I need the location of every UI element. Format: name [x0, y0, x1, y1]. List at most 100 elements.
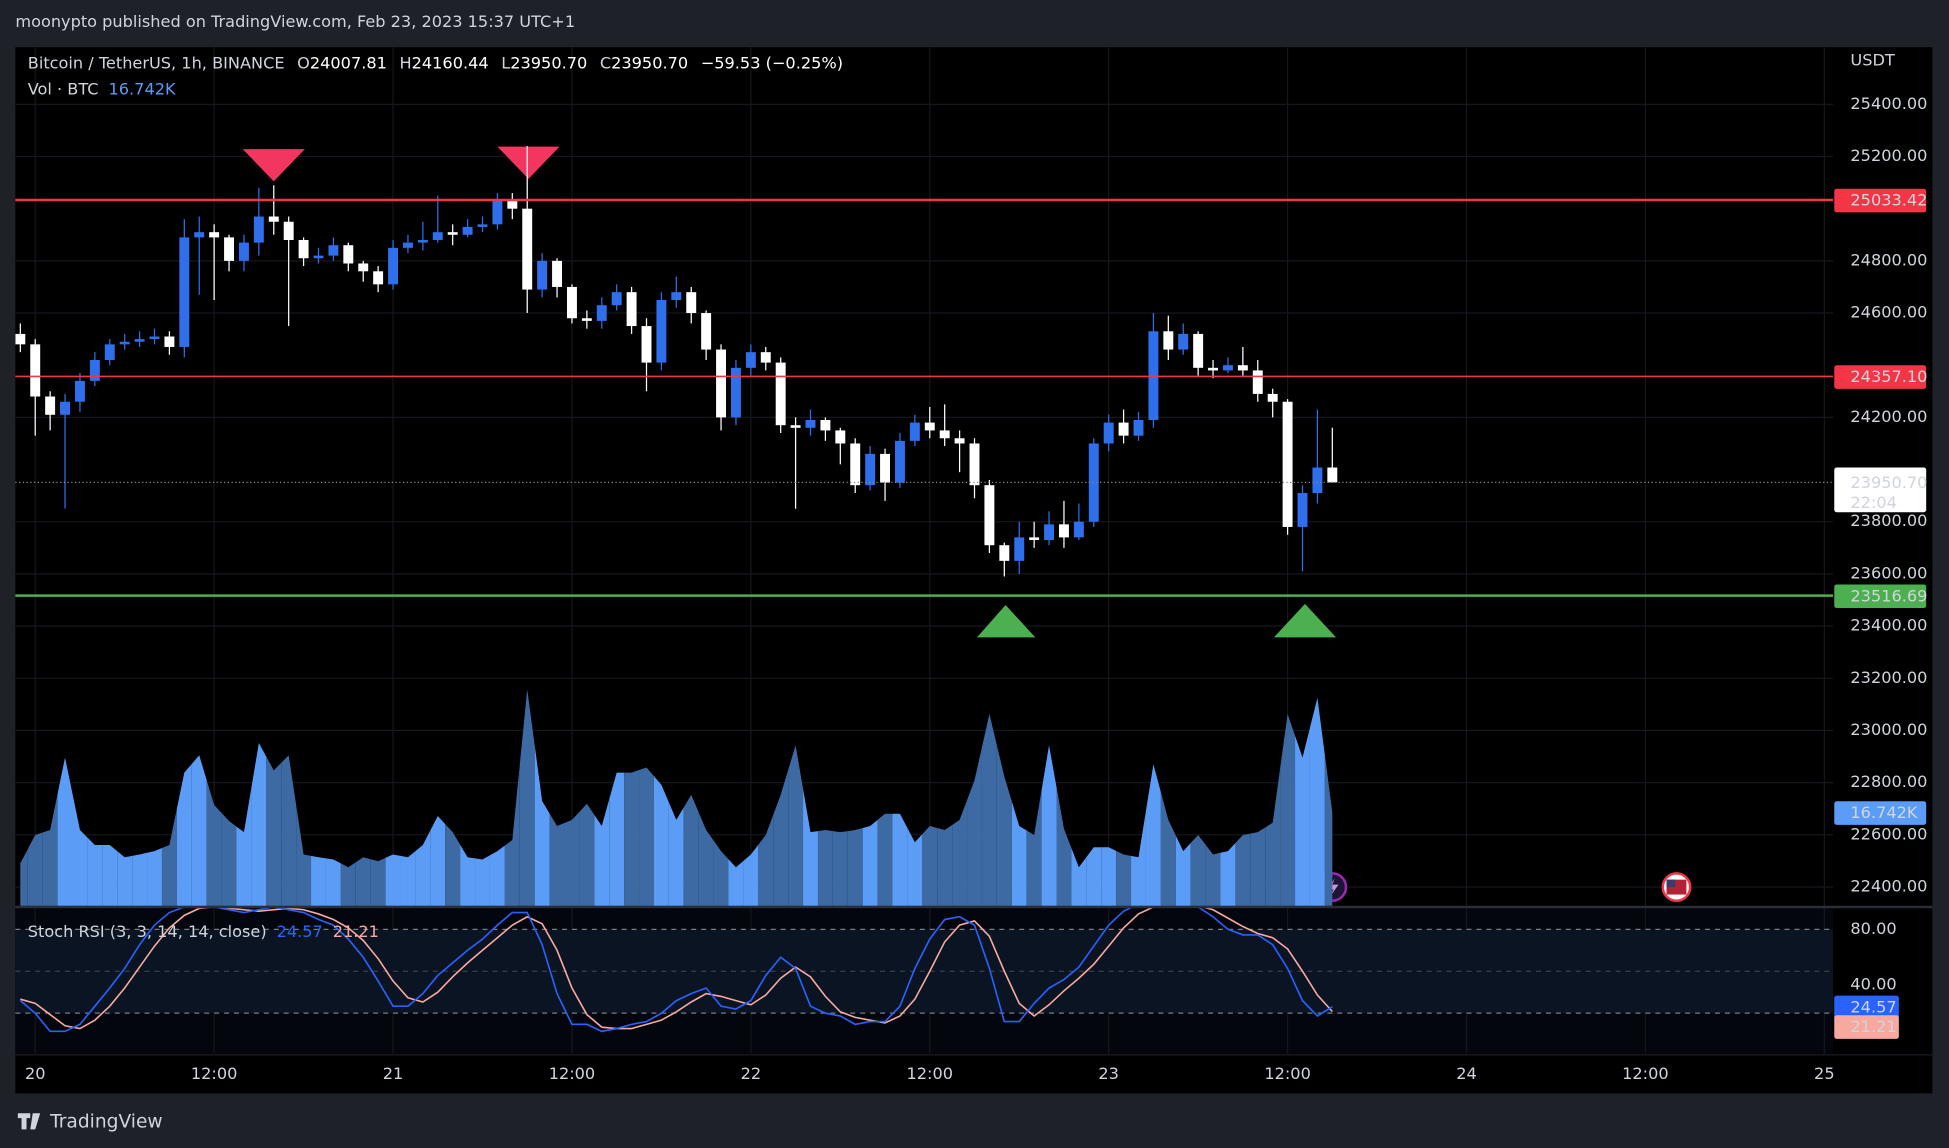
volume-area: [1309, 697, 1325, 906]
volume-area: [1190, 834, 1206, 906]
candle-body: [909, 422, 920, 441]
candle-body: [969, 443, 980, 486]
volume-area: [1026, 790, 1042, 906]
candle-body: [194, 232, 205, 238]
x-tick-label: 12:00: [1264, 1064, 1311, 1083]
last-price-label: 23950.70: [1850, 473, 1927, 492]
level-label: 25033.42: [1850, 191, 1927, 210]
volume-area: [460, 844, 476, 906]
y-tick-label: 22400.00: [1850, 876, 1927, 895]
candle-body: [581, 318, 592, 321]
y-tick-label: 25400.00: [1850, 94, 1927, 113]
volume-area: [415, 830, 431, 906]
candle-body: [894, 440, 905, 483]
pattern-marker-up: [976, 605, 1036, 638]
volume-area: [176, 763, 192, 906]
candle-body: [373, 271, 384, 285]
volume-area: [57, 757, 73, 906]
candle-body: [596, 305, 607, 321]
volume-label: 16.742K: [1850, 803, 1917, 822]
candle-body: [343, 245, 354, 264]
volume-area: [296, 804, 312, 906]
volume-area: [728, 859, 744, 906]
x-tick-label: 12:00: [907, 1064, 954, 1083]
volume-area: [1175, 835, 1191, 906]
candle-body: [522, 208, 533, 290]
candle-body: [179, 237, 190, 347]
volume-area: [325, 858, 341, 906]
candle-body: [939, 430, 950, 439]
key: L: [501, 53, 510, 72]
volume-area: [668, 802, 684, 906]
candle-body: [1297, 493, 1308, 527]
candle-body: [462, 226, 473, 235]
key: H: [399, 53, 411, 72]
volume-area: [340, 862, 356, 906]
candle-body: [1163, 331, 1174, 350]
volume-area: [907, 828, 923, 906]
candle-body: [701, 313, 712, 350]
x-tick-label: 24: [1456, 1064, 1477, 1083]
y-tick-label: 23800.00: [1850, 511, 1927, 530]
volume-area: [311, 855, 326, 906]
candle-body: [477, 224, 488, 227]
x-tick-label: 12:00: [549, 1064, 596, 1083]
x-tick-label: 21: [383, 1064, 404, 1083]
volume-area: [743, 844, 759, 906]
stoch-line: [19, 908, 1333, 1033]
candle-body: [924, 422, 935, 431]
flag-canton: [1666, 879, 1676, 888]
stoch-tick-label: 40.00: [1850, 975, 1896, 994]
candle-body: [537, 260, 548, 290]
stoch-label: 24.57: [1850, 998, 1896, 1017]
pattern-marker-up: [1273, 603, 1337, 638]
volume-area: [1220, 843, 1236, 906]
y-tick-label: 24600.00: [1850, 303, 1927, 322]
volume-area: [385, 854, 401, 906]
y-tick-label: 23400.00: [1850, 616, 1927, 635]
candle-body: [1044, 524, 1055, 540]
volume-area: [266, 756, 282, 906]
volume-area: [147, 848, 162, 906]
x-tick-label: 22: [741, 1064, 762, 1083]
candle-body: [775, 362, 786, 426]
candle-body: [1237, 365, 1248, 371]
candle-body: [835, 430, 846, 444]
volume-area: [981, 714, 997, 906]
candle-body: [328, 245, 339, 256]
candle-body: [1133, 419, 1144, 436]
volume-area: [639, 767, 654, 906]
candle-body: [45, 396, 56, 415]
candle-body: [358, 263, 369, 272]
volume-area: [847, 828, 863, 906]
volume-area: [87, 837, 103, 906]
volume-label-box: [1834, 801, 1927, 825]
candle-body: [1267, 393, 1278, 402]
volume-area: [117, 851, 133, 906]
candle-body: [74, 380, 85, 402]
candle-body: [30, 344, 41, 397]
currency-label: USDT: [1850, 50, 1894, 69]
volume-area: [519, 689, 535, 906]
brand: TradingView: [49, 1111, 163, 1132]
volume-area: [355, 857, 371, 906]
volume-area: [967, 747, 982, 906]
countdown: 22:04: [1850, 493, 1897, 512]
volume-area: [370, 857, 386, 906]
logo: [17, 1113, 41, 1130]
level-label-box: [1834, 365, 1927, 389]
candle-body: [432, 232, 443, 240]
candle-body: [1118, 422, 1129, 436]
volume-area: [1160, 792, 1176, 906]
volume-area: [1011, 801, 1027, 906]
y-tick-label: 24200.00: [1850, 407, 1927, 426]
candle-body: [656, 299, 667, 363]
candle-body: [716, 349, 727, 418]
value: 24007.81: [310, 53, 387, 72]
volume-area: [653, 776, 669, 906]
x-tick-label: 25: [1814, 1064, 1835, 1083]
candle-body: [984, 485, 995, 546]
ohlc-legend: Bitcoin / TetherUS, 1h, BINANCE O24007.8…: [28, 53, 843, 72]
volume-value: 16.742K: [109, 79, 176, 98]
